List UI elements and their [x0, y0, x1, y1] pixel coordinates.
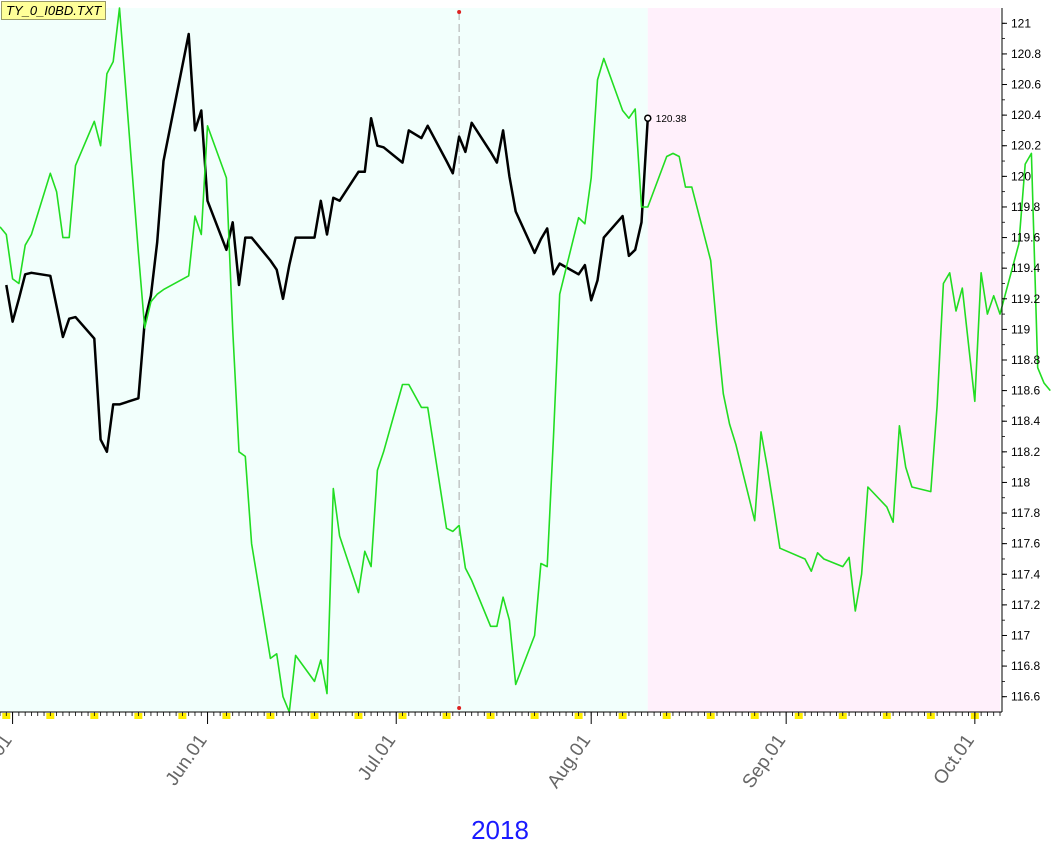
divider-marker-bottom: [457, 706, 462, 710]
y-tick-label: 120.6: [1011, 78, 1041, 92]
y-tick-label: 118: [1011, 475, 1030, 489]
series-line: [0, 7, 1051, 713]
y-tick-label: 118.6: [1011, 384, 1040, 398]
x-tick-label: Jul.01: [354, 731, 400, 785]
y-tick-label: 118.8: [1011, 353, 1040, 367]
last-value-label: 120.38: [656, 114, 687, 125]
chart-title: TY_0_I0BD.TXT: [1, 1, 107, 20]
y-tick-label: 118.4: [1011, 414, 1040, 428]
y-tick-label: 119: [1011, 322, 1030, 336]
y-tick-label: 117.8: [1011, 506, 1040, 520]
y-tick-label: 118.2: [1011, 445, 1040, 459]
y-tick-label: 120.8: [1011, 47, 1041, 61]
x-axis-label: 2018: [471, 815, 529, 845]
y-tick-label: 119.2: [1011, 292, 1040, 306]
y-tick-label: 116.8: [1011, 659, 1040, 673]
x-tick-label: Aug.01: [544, 731, 596, 792]
x-tick-label: Oct.01: [930, 731, 979, 789]
y-tick-label: 120.4: [1011, 108, 1041, 122]
y-tick-label: 120.2: [1011, 139, 1041, 153]
y-tick-label: 119.8: [1011, 200, 1040, 214]
background-region: [647, 8, 1000, 712]
y-tick-label: 119.6: [1011, 231, 1040, 245]
x-tick-label: May.01: [0, 731, 17, 793]
last-value-marker: [644, 114, 652, 122]
background-region: [0, 8, 648, 712]
x-tick-label: Sep.01: [739, 731, 791, 792]
y-tick-label: 119.4: [1011, 261, 1040, 275]
divider-marker-top: [457, 10, 462, 14]
y-tick-label: 116.6: [1011, 690, 1040, 704]
y-tick-label: 117.4: [1011, 567, 1040, 581]
series-line: [5, 32, 650, 454]
y-tick-label: 121: [1011, 16, 1031, 30]
y-tick-label: 117.2: [1011, 598, 1040, 612]
y-tick-label: 120: [1011, 169, 1031, 183]
y-tick-label: 117: [1011, 628, 1030, 642]
x-tick-label: Jun.01: [162, 731, 212, 790]
y-tick-label: 117.6: [1011, 537, 1040, 551]
